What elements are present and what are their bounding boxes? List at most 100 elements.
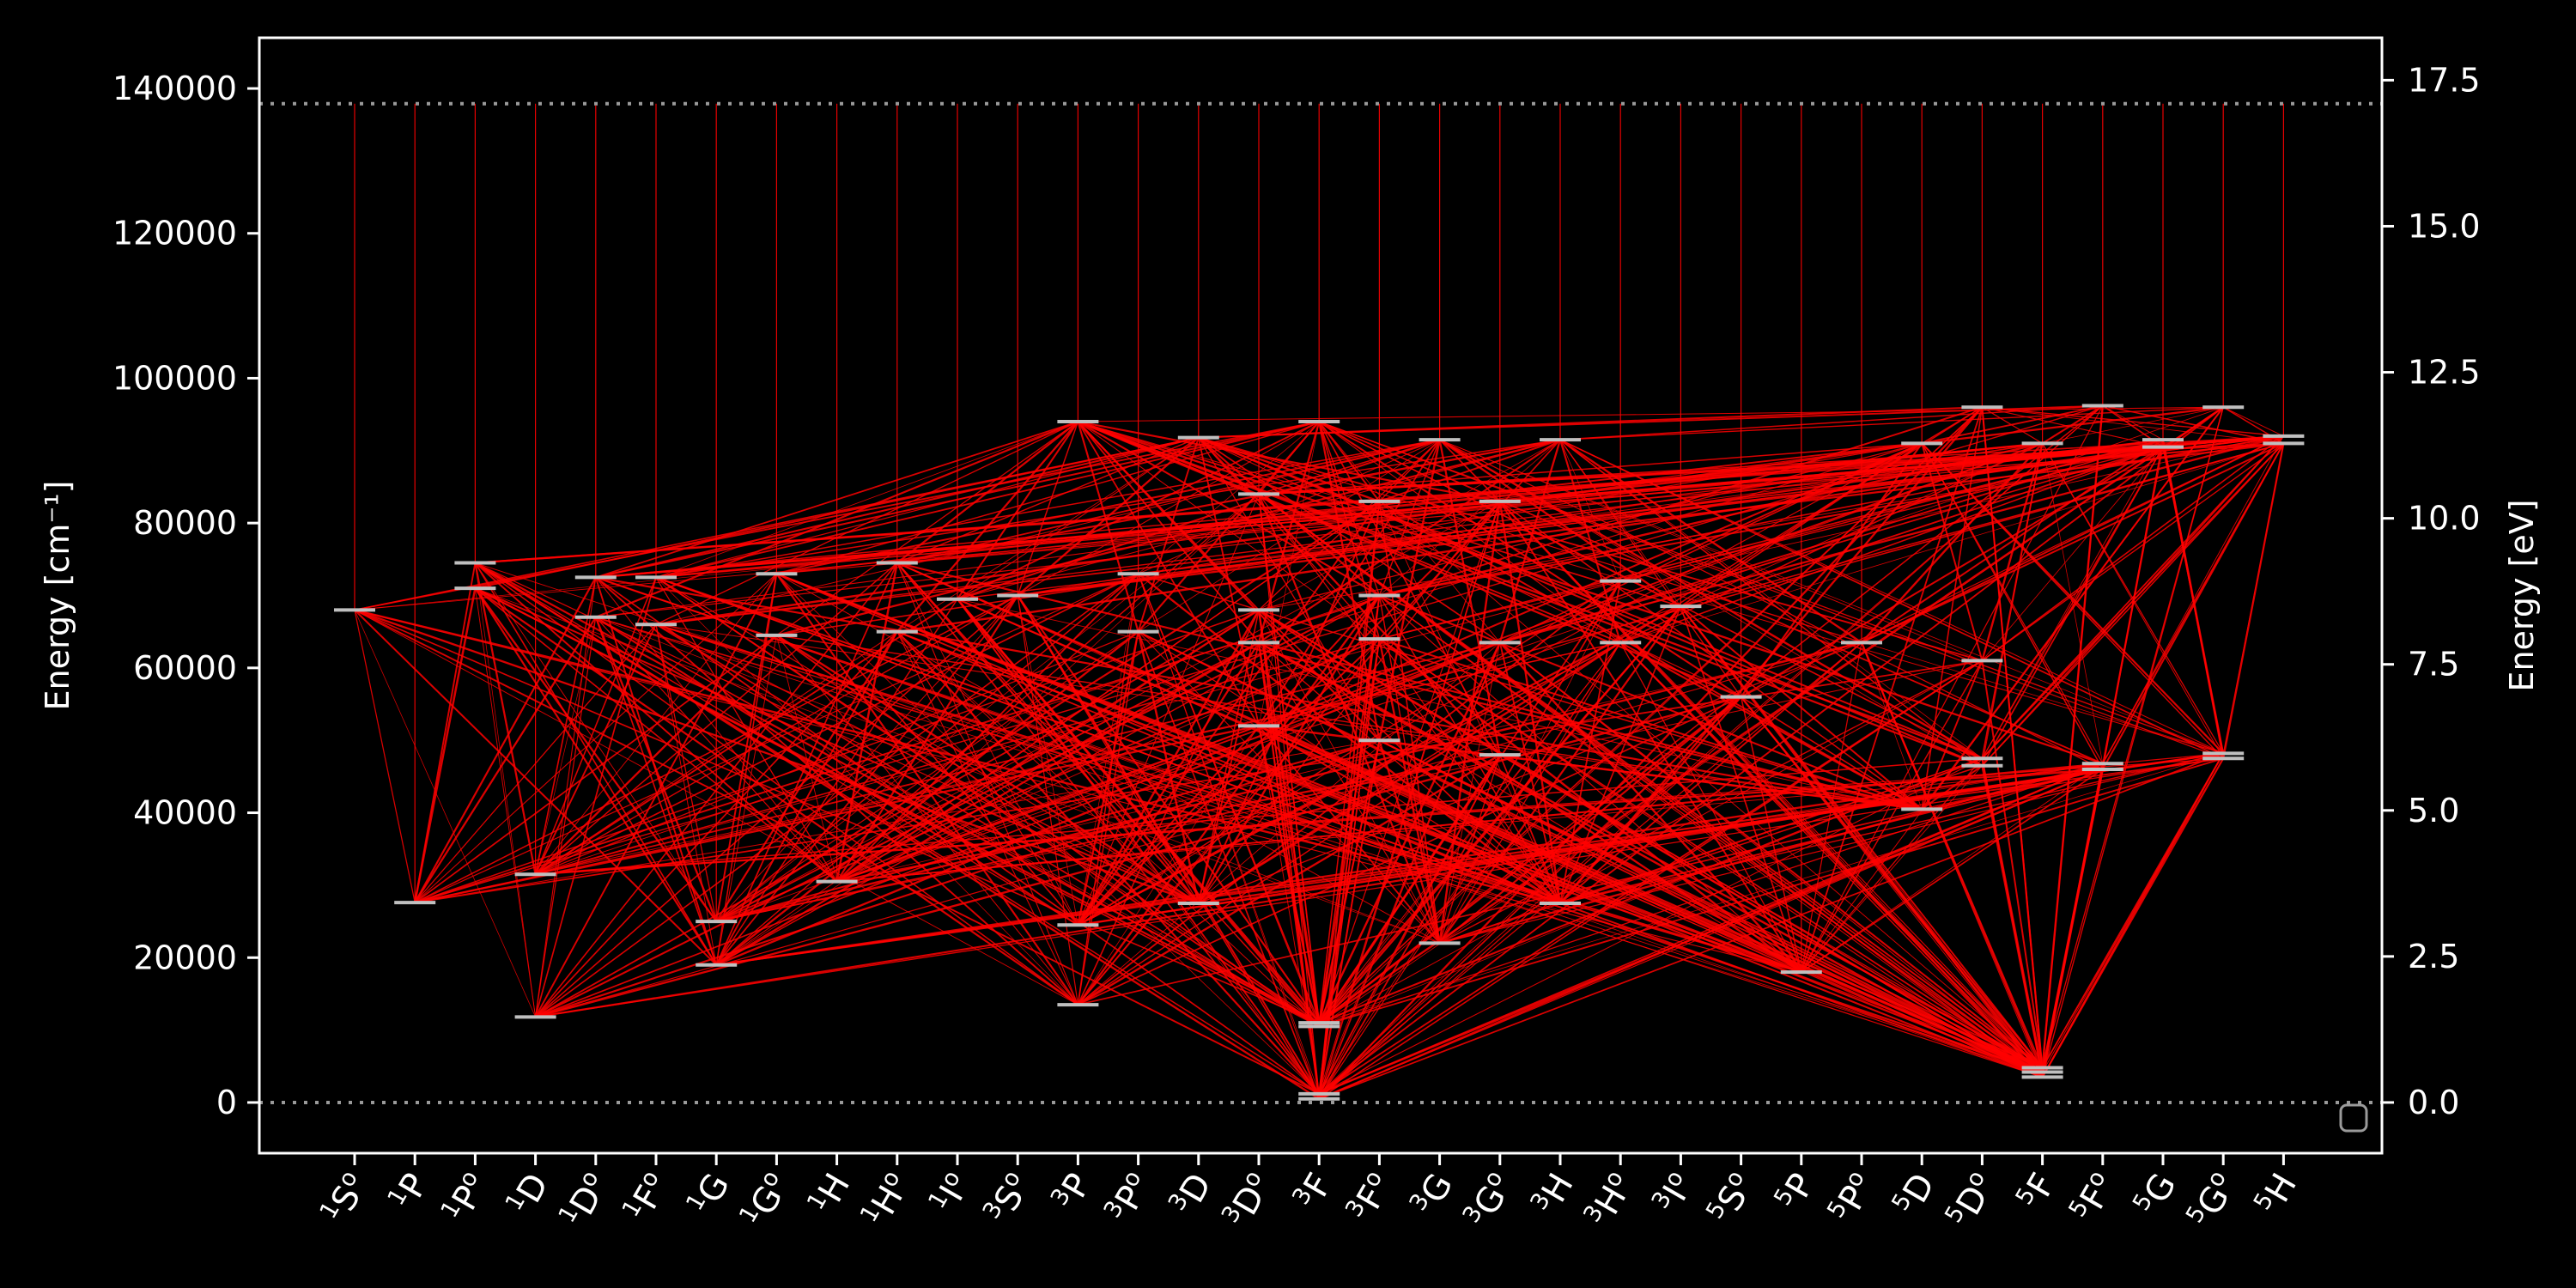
transition-line [1981, 442, 2284, 661]
right-tick-label: 17.5 [2408, 61, 2481, 99]
plot-frame [258, 36, 2384, 1155]
transition-line [1378, 501, 1441, 944]
transition-line [474, 562, 1320, 1095]
transition-line [1258, 725, 2044, 1073]
transition-line [1620, 435, 2284, 582]
transition-line [1318, 580, 1621, 1100]
transition-line [474, 562, 1320, 1024]
left-tick-label: 100000 [112, 359, 237, 397]
transition-line [1498, 501, 1802, 973]
left-y-axis: 0 20000 40000 60000 80000 100000 120000 140000 [112, 70, 259, 1121]
transition-line [1258, 609, 1561, 904]
transition-line [896, 631, 1078, 926]
transition-line [2102, 435, 2284, 764]
transition-line [896, 562, 1320, 1027]
transition-line [1018, 442, 2284, 597]
transition-line [1619, 641, 1923, 811]
transition-line [1619, 442, 2043, 644]
transition-line [594, 617, 718, 922]
transition-line [1318, 739, 1381, 1024]
transition-line [896, 562, 1200, 904]
transition-line [1258, 494, 1320, 1094]
transition-line [1258, 493, 2044, 1069]
right-tick-label: 0.0 [2408, 1084, 2459, 1121]
transition-line [775, 635, 1320, 1028]
transition-line [1619, 641, 2044, 1069]
transition-line [535, 594, 1380, 1018]
transition-line [535, 577, 597, 1018]
transition-line [1800, 406, 1984, 973]
left-tick-label: 0 [216, 1084, 237, 1121]
transition-line [474, 562, 717, 966]
transition-line [2042, 404, 2104, 445]
transition-line [535, 573, 777, 875]
transition-line [1258, 610, 1440, 944]
transition-line [655, 576, 1802, 974]
term-label: 5Po [1822, 1166, 1882, 1230]
transition-line [1981, 443, 2044, 759]
transition-line [1078, 642, 1501, 1005]
transition-line [655, 421, 1320, 579]
transition-line [1619, 641, 2044, 1078]
transition-line [1318, 754, 1501, 1095]
transition-line [655, 576, 1320, 1024]
left-tick-label: 40000 [133, 794, 237, 832]
transition-line [534, 577, 657, 875]
left-tick-label: 20000 [133, 939, 237, 976]
transition-line [1258, 609, 1802, 974]
transition-line [957, 439, 1440, 600]
transition-line [1378, 439, 1441, 502]
transition-line [655, 439, 1440, 625]
transition-line [1861, 435, 2284, 644]
transition-line [655, 421, 1078, 578]
transition-line [474, 562, 1078, 1005]
transition-line [775, 634, 1200, 904]
transition-line [1559, 404, 2103, 440]
transition-line [896, 562, 1320, 1095]
transition-line [474, 587, 537, 1018]
transition-line [474, 587, 718, 922]
transition-line [1077, 580, 1621, 926]
transition-line [1499, 754, 2043, 1068]
transition-line [655, 576, 1200, 904]
transition-line [896, 439, 1440, 564]
transition-line [896, 631, 1320, 1027]
transition-line [1258, 435, 2284, 611]
transition-line [655, 623, 1923, 810]
transition-line [1138, 573, 1923, 811]
transition-line [1620, 443, 2284, 643]
transition-line [1680, 442, 2284, 607]
transition-line [1258, 439, 1561, 495]
transition-line [1258, 494, 1321, 1024]
transition-line [655, 576, 1320, 1028]
transition-line [595, 617, 1440, 944]
transition-line [1559, 605, 1682, 904]
transition-line [1258, 641, 2044, 1078]
transition-line [1378, 500, 1923, 811]
transition-line [354, 610, 536, 1018]
transition-line [1198, 436, 1983, 767]
transition-line [1981, 435, 2284, 767]
transition-line [1318, 659, 1983, 1095]
transition-line [1138, 421, 1320, 574]
transition-line [1559, 752, 2224, 904]
transition-line [776, 421, 1320, 574]
transition-line [1198, 501, 1501, 904]
transition-line [1379, 439, 1561, 596]
transition-line [1378, 638, 2044, 1073]
transition-line [535, 598, 958, 876]
transition-line [655, 624, 717, 922]
transition-line [896, 435, 2284, 564]
transition-line [1318, 421, 1983, 760]
transition-line [1499, 501, 2044, 1068]
right-tick-label: 7.5 [2408, 646, 2459, 683]
transition-line [1438, 439, 1501, 756]
transition-line [1258, 439, 1440, 495]
transition-line [1499, 434, 2284, 644]
transition-line [474, 587, 1079, 1005]
transition-line [715, 641, 1260, 922]
transition-line [1499, 442, 1923, 644]
left-tick-label: 120000 [112, 215, 237, 252]
transition-line [1559, 439, 1742, 697]
transition-line [715, 573, 1139, 922]
